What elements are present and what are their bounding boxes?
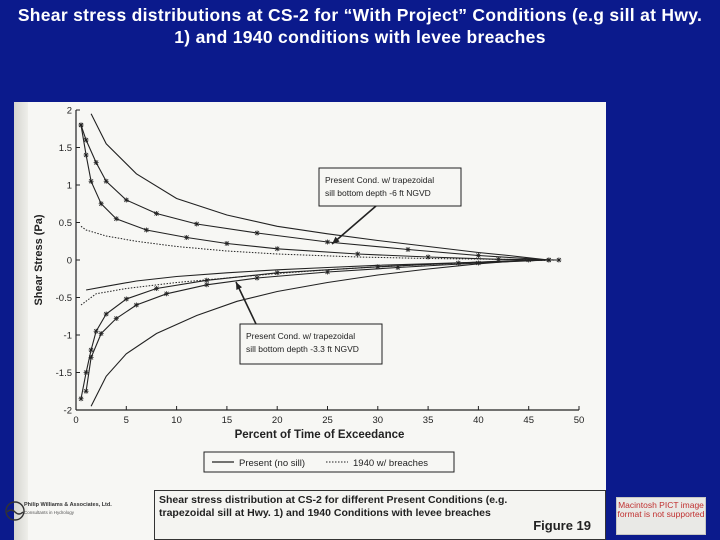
y-tick-label: -0.5 [56,293,72,304]
x-tick-label: 20 [272,415,283,426]
series-line-9 [90,259,529,407]
figure-caption: Shear stress distribution at CS-2 for di… [159,494,508,519]
annotation-arrow-2 [235,281,257,325]
annotation-arrow-1 [331,205,377,245]
series-point-2 [254,230,260,236]
x-tick-label: 45 [523,415,534,426]
y-tick-label: -2 [64,406,72,417]
series-point-8 [455,260,461,266]
annotation-arrowhead-1 [332,236,340,244]
series-point-3 [425,254,431,260]
y-tick-label: 0.5 [59,218,72,229]
series-point-3 [355,251,361,257]
x-tick-label: 30 [373,415,384,426]
scan-margin [14,102,28,540]
series-line-7 [85,259,549,392]
annotation-line: Present Cond. w/ trapezoidal [246,331,355,341]
scanned-figure: 0 5 10 15 20 25 30 35 40 45 50 2 1.5 1 0.5 0 -0.5 -1 -1.5 -… [5,102,606,540]
series-point-7 [204,282,210,288]
series-point-8 [83,370,89,375]
annotation-box-1 [318,167,462,207]
unsupported-image-placeholder: Macintosh PICT image format is not suppo… [616,497,706,535]
series-point-8 [88,347,94,353]
series-point-7 [98,331,104,336]
series-point-3 [274,246,280,252]
series-point-8 [78,396,84,402]
x-tick-label: 10 [171,415,182,426]
series-point-3 [143,227,149,233]
series-point-7 [133,302,139,308]
series-point-7 [88,355,94,360]
series-point-2 [153,211,159,216]
series-point-3 [224,241,230,246]
series-point-8 [274,270,280,276]
series-point-3 [78,122,84,128]
series-point-8 [204,277,210,283]
series-point-8 [123,296,129,302]
series-point-3 [83,152,89,158]
annotation-box-2 [239,323,383,365]
series-point-7 [395,265,401,270]
series-line-8 [80,259,529,399]
y-tick-label: 1.5 [59,143,72,154]
series-point-3 [184,235,190,240]
series-point-7 [254,275,260,281]
series-point-7 [164,291,170,297]
series-point-2 [123,197,129,203]
unsupported-image-text: Macintosh PICT image format is not suppo… [617,500,705,519]
annotation-arrowhead-2 [236,282,242,290]
y-axis-label: Shear Stress (Pa) [33,214,45,305]
series-point-2 [325,239,330,245]
series-line-6 [80,259,559,306]
x-tick-label: 50 [574,415,585,426]
annotation-line: Present Cond. w/ trapezoidal [325,175,434,185]
series-point-8 [93,328,99,334]
series-point-8 [375,264,381,270]
series-point-8 [103,311,109,317]
slide-title: Shear stress distributions at CS-2 for “… [17,5,703,47]
x-tick-label: 15 [222,415,233,426]
logo-name: Philip Williams & Associates, Ltd. [24,502,112,508]
annotation-line: sill bottom depth -3.3 ft NGVD [246,344,359,354]
series-point-8 [153,286,159,291]
wave-logo-icon [5,501,25,521]
series-line-2 [80,124,549,261]
shear-stress-chart: 0 5 10 15 20 25 30 35 40 45 50 2 1.5 1 0.5 0 -0.5 -1 -1.5 -… [33,106,585,473]
x-tick-label: 40 [473,415,484,426]
series-point-2 [475,253,481,258]
y-tick-label: -1.5 [56,368,72,379]
series-point-7 [546,257,552,263]
series-point-3 [98,201,104,207]
figure-caption-box: Shear stress distribution at CS-2 for di… [154,490,606,540]
series-point-7 [113,316,119,321]
company-logo: Philip Williams & Associates, Ltd. Consu… [2,494,142,534]
series-point-2 [93,160,99,165]
series-point-7 [325,269,330,275]
x-tick-label: 25 [322,415,333,426]
figure-number: Figure 19 [533,518,591,533]
y-tick-label: 2 [67,106,72,117]
x-axis-label: Percent of Time of Exceedance [235,429,405,441]
series-point-3 [88,178,94,184]
x-tick-label: 0 [73,415,78,426]
annotation-line: sill bottom depth -6 ft NGVD [325,188,431,198]
series-point-2 [194,221,200,227]
series-point-7 [83,388,89,394]
series-point-2 [83,137,89,143]
y-tick-label: 1 [67,181,72,192]
series-point-3 [113,216,119,222]
x-tick-label: 35 [423,415,434,426]
series-line-1 [90,113,549,261]
x-tick-label: 5 [124,415,129,426]
y-tick-label: 0 [67,256,72,267]
y-tick-label: -1 [64,331,72,342]
series-point-7 [475,260,481,266]
legend-label: 1940 w/ breaches [353,458,428,469]
legend-label: Present (no sill) [239,458,305,469]
series-point-2 [103,178,109,184]
series-point-2 [405,247,411,252]
logo-subtitle: Consultants in Hydrology [24,510,75,515]
